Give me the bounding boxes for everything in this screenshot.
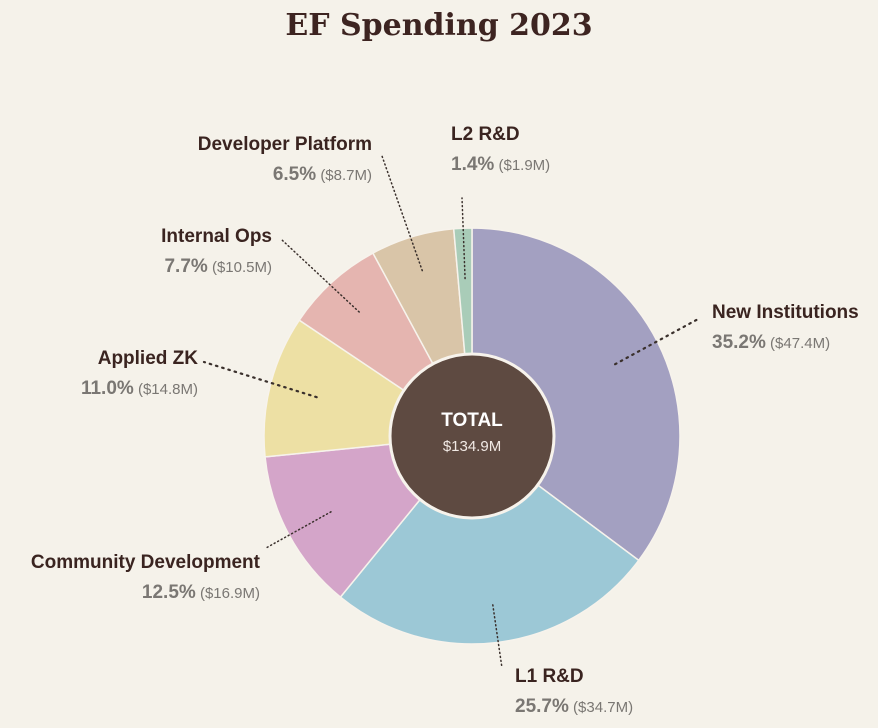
leader-line: [281, 239, 360, 313]
slice-amount: ($34.7M): [573, 699, 634, 716]
slice-new-institutions: [471, 227, 681, 562]
slice-name: L2 R&D: [451, 124, 520, 145]
center-total-circle: [388, 352, 556, 520]
center-total: TOTAL $134.9M: [390, 410, 554, 455]
label-new-institutions: New Institutions 35.2% ($47.4M): [712, 302, 859, 354]
leader-line: [381, 155, 424, 272]
slice-amount: ($47.4M): [770, 335, 831, 352]
center-value: $134.9M: [442, 438, 502, 455]
chart-title: EF Spending 2023: [285, 8, 593, 43]
leader-line: [614, 316, 702, 366]
slice-name: Community Development: [30, 552, 260, 573]
slice-name: New Institutions: [712, 302, 859, 323]
label-internal-ops: Internal Ops 7.7% ($10.5M): [161, 226, 272, 278]
slice-amount: ($1.9M): [498, 157, 551, 174]
slice-name: L1 R&D: [515, 666, 584, 687]
label-community-development: Community Development 12.5% ($16.9M): [31, 552, 260, 604]
center-label: TOTAL: [441, 410, 503, 431]
slice-percent: 6.5%: [272, 164, 317, 185]
slice-percent: 1.4%: [451, 154, 495, 175]
slice-amount: ($8.7M): [320, 167, 372, 184]
leader-line: [492, 604, 503, 669]
label-l1-rd: L1 R&D 25.7% ($34.7M): [515, 666, 633, 718]
slice-percent: 7.7%: [164, 256, 208, 277]
leader-line: [265, 511, 332, 549]
slice-name: Applied ZK: [97, 348, 198, 369]
slice-percent: 12.5%: [141, 582, 196, 603]
slice-percent: 35.2%: [712, 332, 766, 353]
label-applied-zk: Applied ZK 11.0% ($14.8M): [81, 348, 198, 400]
label-developer-platform: Developer Platform 6.5% ($8.7M): [198, 134, 372, 186]
slice-percent: 25.7%: [515, 696, 569, 717]
slice-name: Internal Ops: [161, 226, 272, 247]
label-l2-rd: L2 R&D 1.4% ($1.9M): [451, 124, 550, 176]
slice-amount: ($14.8M): [137, 381, 198, 398]
slice-amount: ($10.5M): [211, 259, 272, 276]
slice-percent: 11.0%: [80, 378, 134, 399]
leader-line: [461, 197, 466, 280]
leader-line: [202, 360, 318, 399]
slice-l1-r-d: [339, 434, 640, 645]
slice-name: Developer Platform: [197, 134, 372, 155]
slice-amount: ($16.9M): [199, 585, 260, 602]
